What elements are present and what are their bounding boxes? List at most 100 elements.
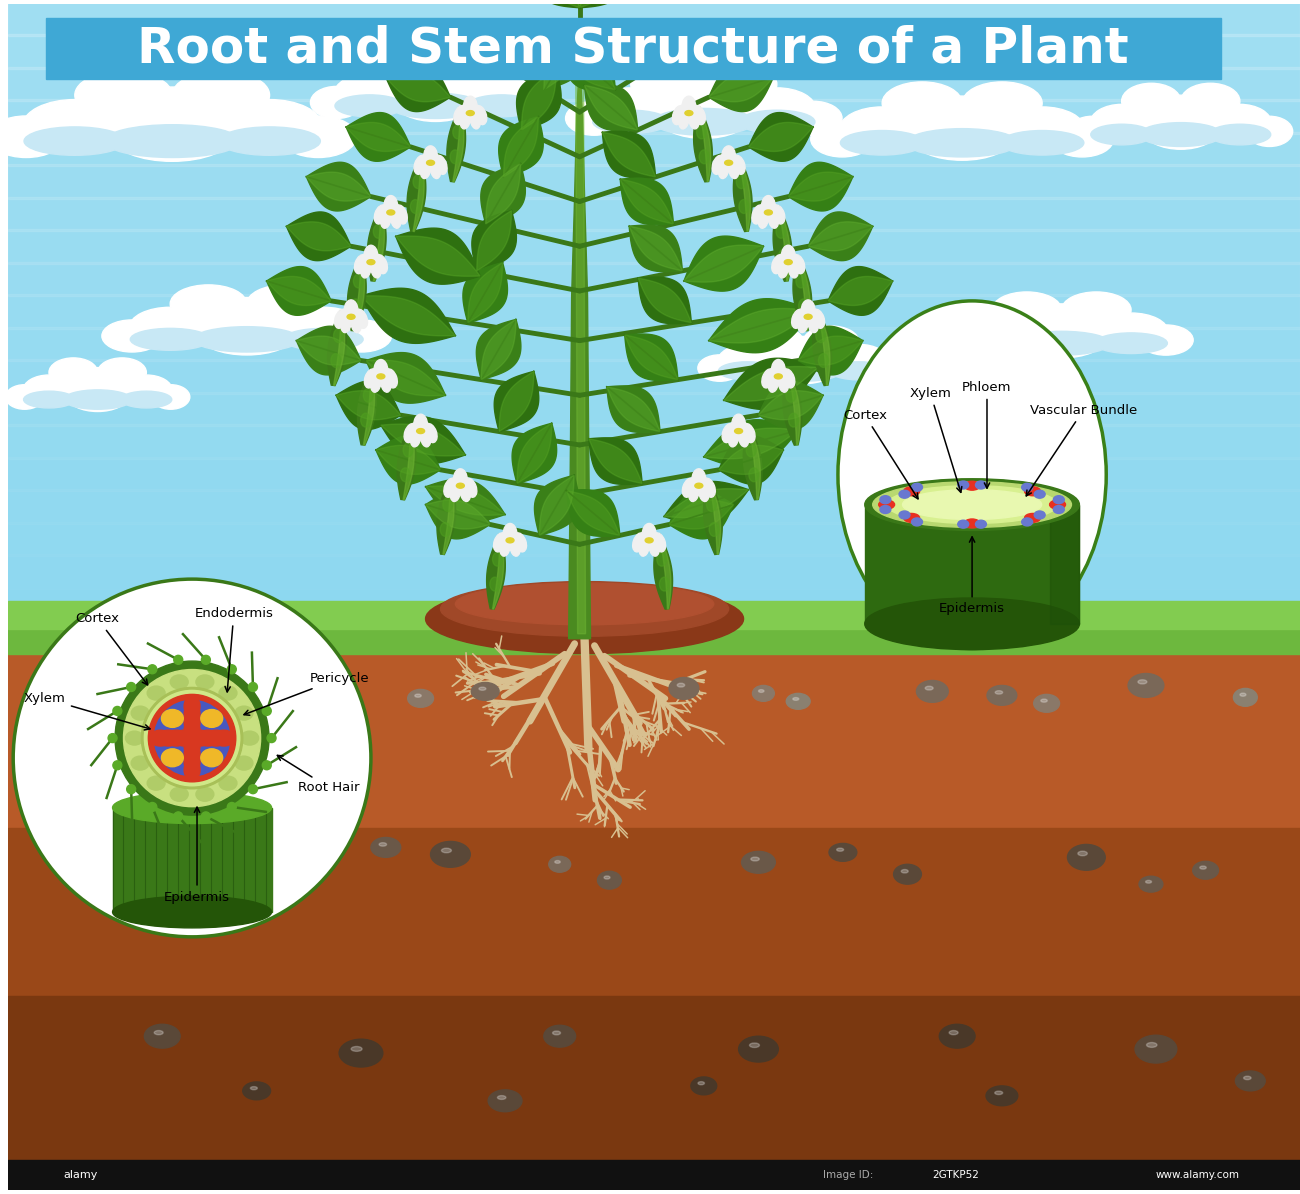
Ellipse shape — [205, 731, 226, 746]
Polygon shape — [699, 107, 711, 181]
Ellipse shape — [113, 792, 272, 824]
Polygon shape — [516, 69, 562, 130]
Ellipse shape — [880, 505, 890, 513]
Ellipse shape — [124, 670, 260, 807]
Ellipse shape — [758, 210, 768, 228]
Bar — [8, 604, 1300, 653]
Ellipse shape — [161, 749, 183, 767]
Polygon shape — [670, 500, 733, 529]
Ellipse shape — [1001, 130, 1084, 155]
Polygon shape — [481, 320, 516, 380]
Ellipse shape — [779, 375, 788, 392]
Ellipse shape — [722, 146, 736, 167]
Ellipse shape — [355, 309, 368, 328]
Ellipse shape — [841, 130, 924, 155]
Ellipse shape — [247, 687, 266, 701]
Ellipse shape — [360, 413, 370, 427]
Polygon shape — [540, 475, 575, 535]
Ellipse shape — [776, 224, 786, 239]
Polygon shape — [395, 228, 480, 284]
Ellipse shape — [916, 681, 948, 702]
Ellipse shape — [900, 491, 910, 498]
Ellipse shape — [196, 675, 213, 689]
Ellipse shape — [64, 390, 131, 410]
Ellipse shape — [901, 869, 909, 873]
Polygon shape — [398, 425, 416, 500]
Polygon shape — [629, 226, 682, 272]
Ellipse shape — [555, 861, 560, 863]
Ellipse shape — [311, 86, 363, 118]
Ellipse shape — [282, 307, 364, 347]
Ellipse shape — [677, 683, 685, 687]
Ellipse shape — [682, 97, 696, 118]
Polygon shape — [307, 172, 370, 201]
Ellipse shape — [198, 731, 218, 746]
Ellipse shape — [506, 537, 514, 543]
Ellipse shape — [1145, 113, 1217, 149]
Ellipse shape — [911, 484, 923, 491]
Ellipse shape — [809, 315, 818, 333]
Polygon shape — [530, 0, 580, 7]
Ellipse shape — [994, 1091, 1002, 1095]
Polygon shape — [286, 213, 351, 260]
Ellipse shape — [361, 260, 370, 278]
Ellipse shape — [1147, 1042, 1157, 1047]
Polygon shape — [576, 57, 585, 634]
Ellipse shape — [218, 127, 320, 155]
Ellipse shape — [252, 690, 257, 693]
Polygon shape — [585, 85, 638, 131]
Ellipse shape — [879, 500, 894, 509]
Ellipse shape — [334, 309, 347, 328]
Ellipse shape — [728, 429, 738, 447]
Ellipse shape — [758, 690, 764, 693]
Ellipse shape — [283, 328, 363, 350]
Ellipse shape — [489, 1090, 523, 1112]
Ellipse shape — [152, 384, 190, 410]
Polygon shape — [562, 45, 615, 90]
Ellipse shape — [103, 87, 242, 147]
Ellipse shape — [0, 116, 65, 158]
Circle shape — [248, 784, 257, 794]
Ellipse shape — [732, 155, 745, 174]
Polygon shape — [708, 308, 812, 343]
Ellipse shape — [351, 1046, 363, 1052]
Circle shape — [148, 665, 157, 673]
Bar — [8, 197, 1300, 232]
Polygon shape — [567, 490, 620, 536]
Ellipse shape — [182, 888, 187, 891]
Ellipse shape — [62, 368, 133, 404]
Ellipse shape — [1091, 124, 1153, 144]
Ellipse shape — [738, 199, 749, 214]
Ellipse shape — [670, 677, 699, 700]
Ellipse shape — [430, 161, 441, 179]
Ellipse shape — [247, 285, 324, 322]
Polygon shape — [620, 179, 673, 224]
Polygon shape — [363, 370, 374, 445]
Polygon shape — [477, 210, 511, 271]
Ellipse shape — [734, 429, 742, 433]
Ellipse shape — [170, 285, 247, 322]
Ellipse shape — [930, 325, 984, 355]
Ellipse shape — [157, 731, 179, 746]
Ellipse shape — [1024, 513, 1040, 523]
Ellipse shape — [1022, 484, 1032, 491]
Ellipse shape — [364, 245, 378, 267]
Ellipse shape — [443, 478, 458, 497]
Ellipse shape — [633, 533, 646, 552]
Ellipse shape — [785, 101, 842, 135]
Polygon shape — [659, 535, 671, 609]
Ellipse shape — [880, 496, 890, 504]
Bar — [864, 505, 1079, 623]
Ellipse shape — [144, 690, 239, 786]
Ellipse shape — [334, 74, 404, 115]
Ellipse shape — [370, 837, 400, 857]
Ellipse shape — [185, 759, 200, 781]
Ellipse shape — [764, 361, 842, 381]
Ellipse shape — [689, 484, 699, 501]
Ellipse shape — [987, 685, 1017, 706]
Polygon shape — [684, 245, 763, 282]
Ellipse shape — [155, 701, 230, 776]
Text: alamy: alamy — [62, 1170, 98, 1181]
Ellipse shape — [692, 469, 706, 491]
Ellipse shape — [829, 843, 857, 861]
